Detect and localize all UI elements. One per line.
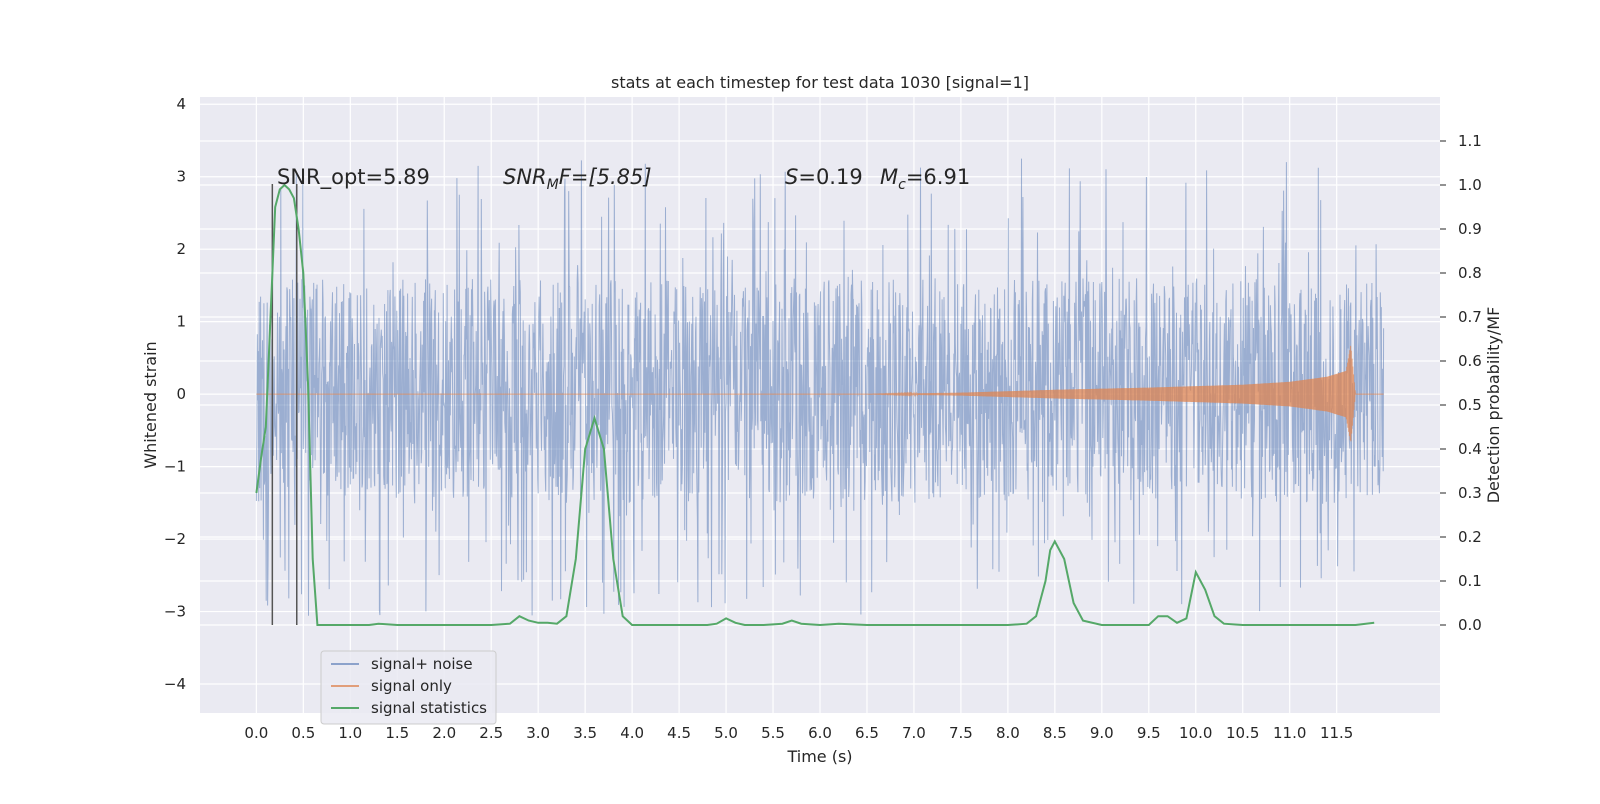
y-tick-label-left: −1 (164, 458, 186, 476)
annotation-s-name: S (785, 165, 798, 189)
x-tick-label: 0.5 (291, 724, 315, 742)
legend-label-signal-noise: signal+ noise (371, 655, 473, 673)
y-tick-label-right: 1.0 (1458, 176, 1482, 194)
annotation-snr-opt: SNR_opt=5.89 (277, 165, 430, 190)
noise-series (255, 158, 1385, 616)
y-tick-label-left: 3 (176, 168, 186, 186)
legend-label-signal-only: signal only (371, 677, 452, 695)
x-tick-label: 10.5 (1226, 724, 1259, 742)
signal-statistics-series (255, 183, 1375, 627)
y-tick-label-right: 0.6 (1458, 352, 1482, 370)
y-tick-label-right: 0.1 (1458, 572, 1482, 590)
y-tick-label-left: −2 (164, 530, 186, 548)
annotation-snr-mf-suffix: F=[5.85] (559, 165, 652, 189)
legend: signal+ noise signal only signal statist… (320, 650, 497, 725)
y-tick-label-right: 0.8 (1458, 264, 1482, 282)
x-tick-label: 5.5 (761, 724, 785, 742)
x-tick-label: 6.5 (855, 724, 879, 742)
y-tick-label-right: 0.2 (1458, 528, 1482, 546)
x-tick-label: 8.0 (996, 724, 1020, 742)
x-tick-label: 2.0 (432, 724, 456, 742)
y-tick-label-right: 0.3 (1458, 484, 1482, 502)
legend-box (320, 650, 497, 725)
y-axis-label-right: Detection probability/MF (1484, 307, 1503, 504)
y-tick-label-left: 1 (176, 313, 186, 331)
annotation-mc-value: =6.91 (906, 165, 970, 189)
x-tick-label: 3.0 (526, 724, 550, 742)
y-tick-label-left: 0 (176, 385, 186, 403)
x-tick-label: 3.5 (573, 724, 597, 742)
y-tick-label-right: 0.7 (1458, 308, 1482, 326)
y-tick-label-left: 4 (176, 95, 186, 113)
x-tick-label: 2.5 (479, 724, 503, 742)
y-tick-label-left: −3 (164, 603, 186, 621)
y-axis-label-left: Whitened strain (141, 341, 160, 468)
annotation-s: S=0.19 (785, 165, 863, 189)
x-tick-label: 9.5 (1137, 724, 1161, 742)
x-tick-label: 11.5 (1320, 724, 1353, 742)
x-tick-label: 10.0 (1179, 724, 1212, 742)
annotation-mc-name: M (880, 165, 898, 189)
signal-only-series (256, 345, 1384, 442)
x-tick-label: 7.5 (949, 724, 973, 742)
x-tick-label: 1.0 (338, 724, 362, 742)
annotation-snr-mf-sub: M (547, 177, 559, 193)
annotation-mc-sub: c (898, 177, 906, 193)
x-axis-label: Time (s) (786, 747, 852, 766)
y-tick-label-right: 0.5 (1458, 396, 1482, 414)
annotation-snr-mf: SNRMF=[5.85] (503, 165, 652, 193)
signal-only-line (256, 345, 1384, 442)
y-tick-label-left: −4 (164, 675, 186, 693)
chart-title: stats at each timestep for test data 103… (611, 73, 1029, 92)
annotation-mc: Mc=6.91 (880, 165, 970, 193)
signal-noise-line (255, 158, 1385, 616)
x-tick-label: 8.5 (1043, 724, 1067, 742)
y-tick-label-right: 0.0 (1458, 616, 1482, 634)
x-tick-label: 5.0 (714, 724, 738, 742)
x-tick-label: 0.0 (244, 724, 268, 742)
x-tick-label: 7.0 (902, 724, 926, 742)
signal-statistics-line (255, 183, 1375, 627)
x-tick-label: 9.0 (1090, 724, 1114, 742)
annotation-snr-mf-name: SNR (503, 165, 547, 189)
x-tick-label: 1.5 (385, 724, 409, 742)
annotation-s-value: =0.19 (798, 165, 862, 189)
y-tick-label-left: 2 (176, 240, 186, 258)
y-tick-label-right: 0.9 (1458, 220, 1482, 238)
y-tick-label-right: 0.4 (1458, 440, 1482, 458)
tick-labels: 0.0 0.5 1.0 1.5 2.0 2.5 3.0 3.5 4.0 4.5 5.0 5.5 6.0 6… (164, 95, 1482, 742)
x-tick-label: 6.0 (808, 724, 832, 742)
x-tick-label: 4.5 (667, 724, 691, 742)
x-tick-label: 11.0 (1273, 724, 1306, 742)
legend-label-signal-statistics: signal statistics (371, 699, 487, 717)
x-tick-label: 4.0 (620, 724, 644, 742)
y-tick-label-right: 1.1 (1458, 132, 1482, 150)
